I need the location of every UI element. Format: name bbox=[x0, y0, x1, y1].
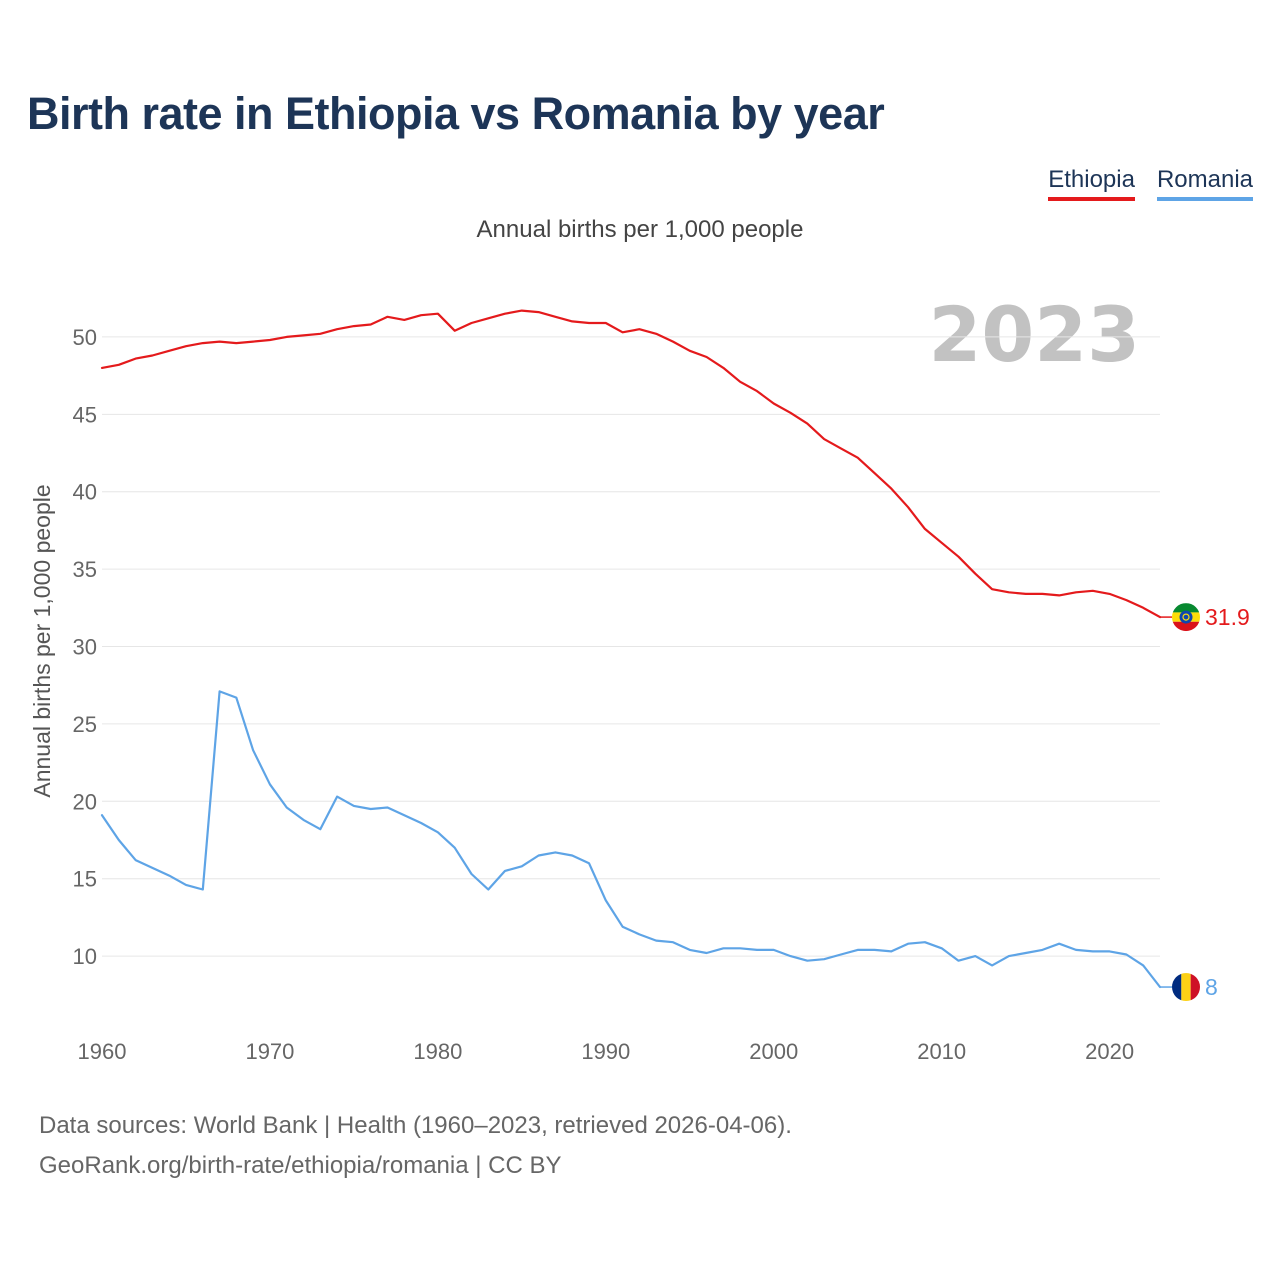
chart-subtitle: Annual births per 1,000 people bbox=[476, 216, 804, 243]
y-tick-label: 30 bbox=[73, 635, 97, 660]
x-tick-label: 1960 bbox=[78, 1039, 127, 1064]
y-axis-ticks: 10 15 20 25 30 35 40 45 50 bbox=[73, 325, 97, 969]
x-tick-label: 2020 bbox=[1085, 1039, 1134, 1064]
romania-flag-icon bbox=[1172, 973, 1200, 1002]
ethiopia-flag-icon bbox=[1172, 603, 1200, 632]
highlight-year-label: 2023 bbox=[928, 290, 1140, 379]
source-line-2[interactable]: GeoRank.org/birth-rate/ethiopia/romania … bbox=[39, 1152, 562, 1179]
x-tick-label: 2010 bbox=[917, 1039, 966, 1064]
x-tick-label: 1990 bbox=[581, 1039, 630, 1064]
y-axis-label: Annual births per 1,000 people bbox=[29, 484, 55, 797]
chart-title: Birth rate in Ethiopia vs Romania by yea… bbox=[27, 88, 885, 139]
y-tick-label: 35 bbox=[73, 557, 97, 582]
y-tick-label: 15 bbox=[73, 867, 97, 892]
source-note: Data sources: World Bank | Health (1960–… bbox=[39, 1106, 792, 1186]
y-tick-label: 20 bbox=[73, 789, 97, 814]
x-tick-label: 2000 bbox=[749, 1039, 798, 1064]
series-end-labels: 31.98 bbox=[1160, 603, 1250, 1002]
x-tick-label: 1980 bbox=[413, 1039, 462, 1064]
end-value-label-ethiopia: 31.9 bbox=[1205, 604, 1250, 630]
series-lines bbox=[100, 309, 1162, 989]
x-tick-label: 1970 bbox=[245, 1039, 294, 1064]
series-line-romania bbox=[100, 690, 1162, 989]
end-value-label-romania: 8 bbox=[1205, 974, 1218, 1000]
legend-item-ethiopia[interactable]: Ethiopia bbox=[1048, 166, 1135, 201]
source-line-1: Data sources: World Bank | Health (1960–… bbox=[39, 1112, 792, 1139]
y-tick-label: 25 bbox=[73, 712, 97, 737]
y-tick-label: 50 bbox=[73, 325, 97, 350]
x-axis-ticks: 1960 1970 1980 1990 2000 2010 2020 bbox=[78, 1039, 1135, 1064]
y-tick-label: 10 bbox=[73, 944, 97, 969]
grid-lines bbox=[102, 336, 1160, 957]
y-tick-label: 45 bbox=[73, 402, 97, 427]
series-line-ethiopia bbox=[100, 309, 1162, 619]
legend-item-romania[interactable]: Romania bbox=[1156, 166, 1253, 201]
y-tick-label: 40 bbox=[73, 480, 97, 505]
line-chart: 2023 Annual births per 1,000 people 10 15… bbox=[29, 290, 1250, 1064]
legend: Ethiopia Romania bbox=[1048, 166, 1253, 201]
